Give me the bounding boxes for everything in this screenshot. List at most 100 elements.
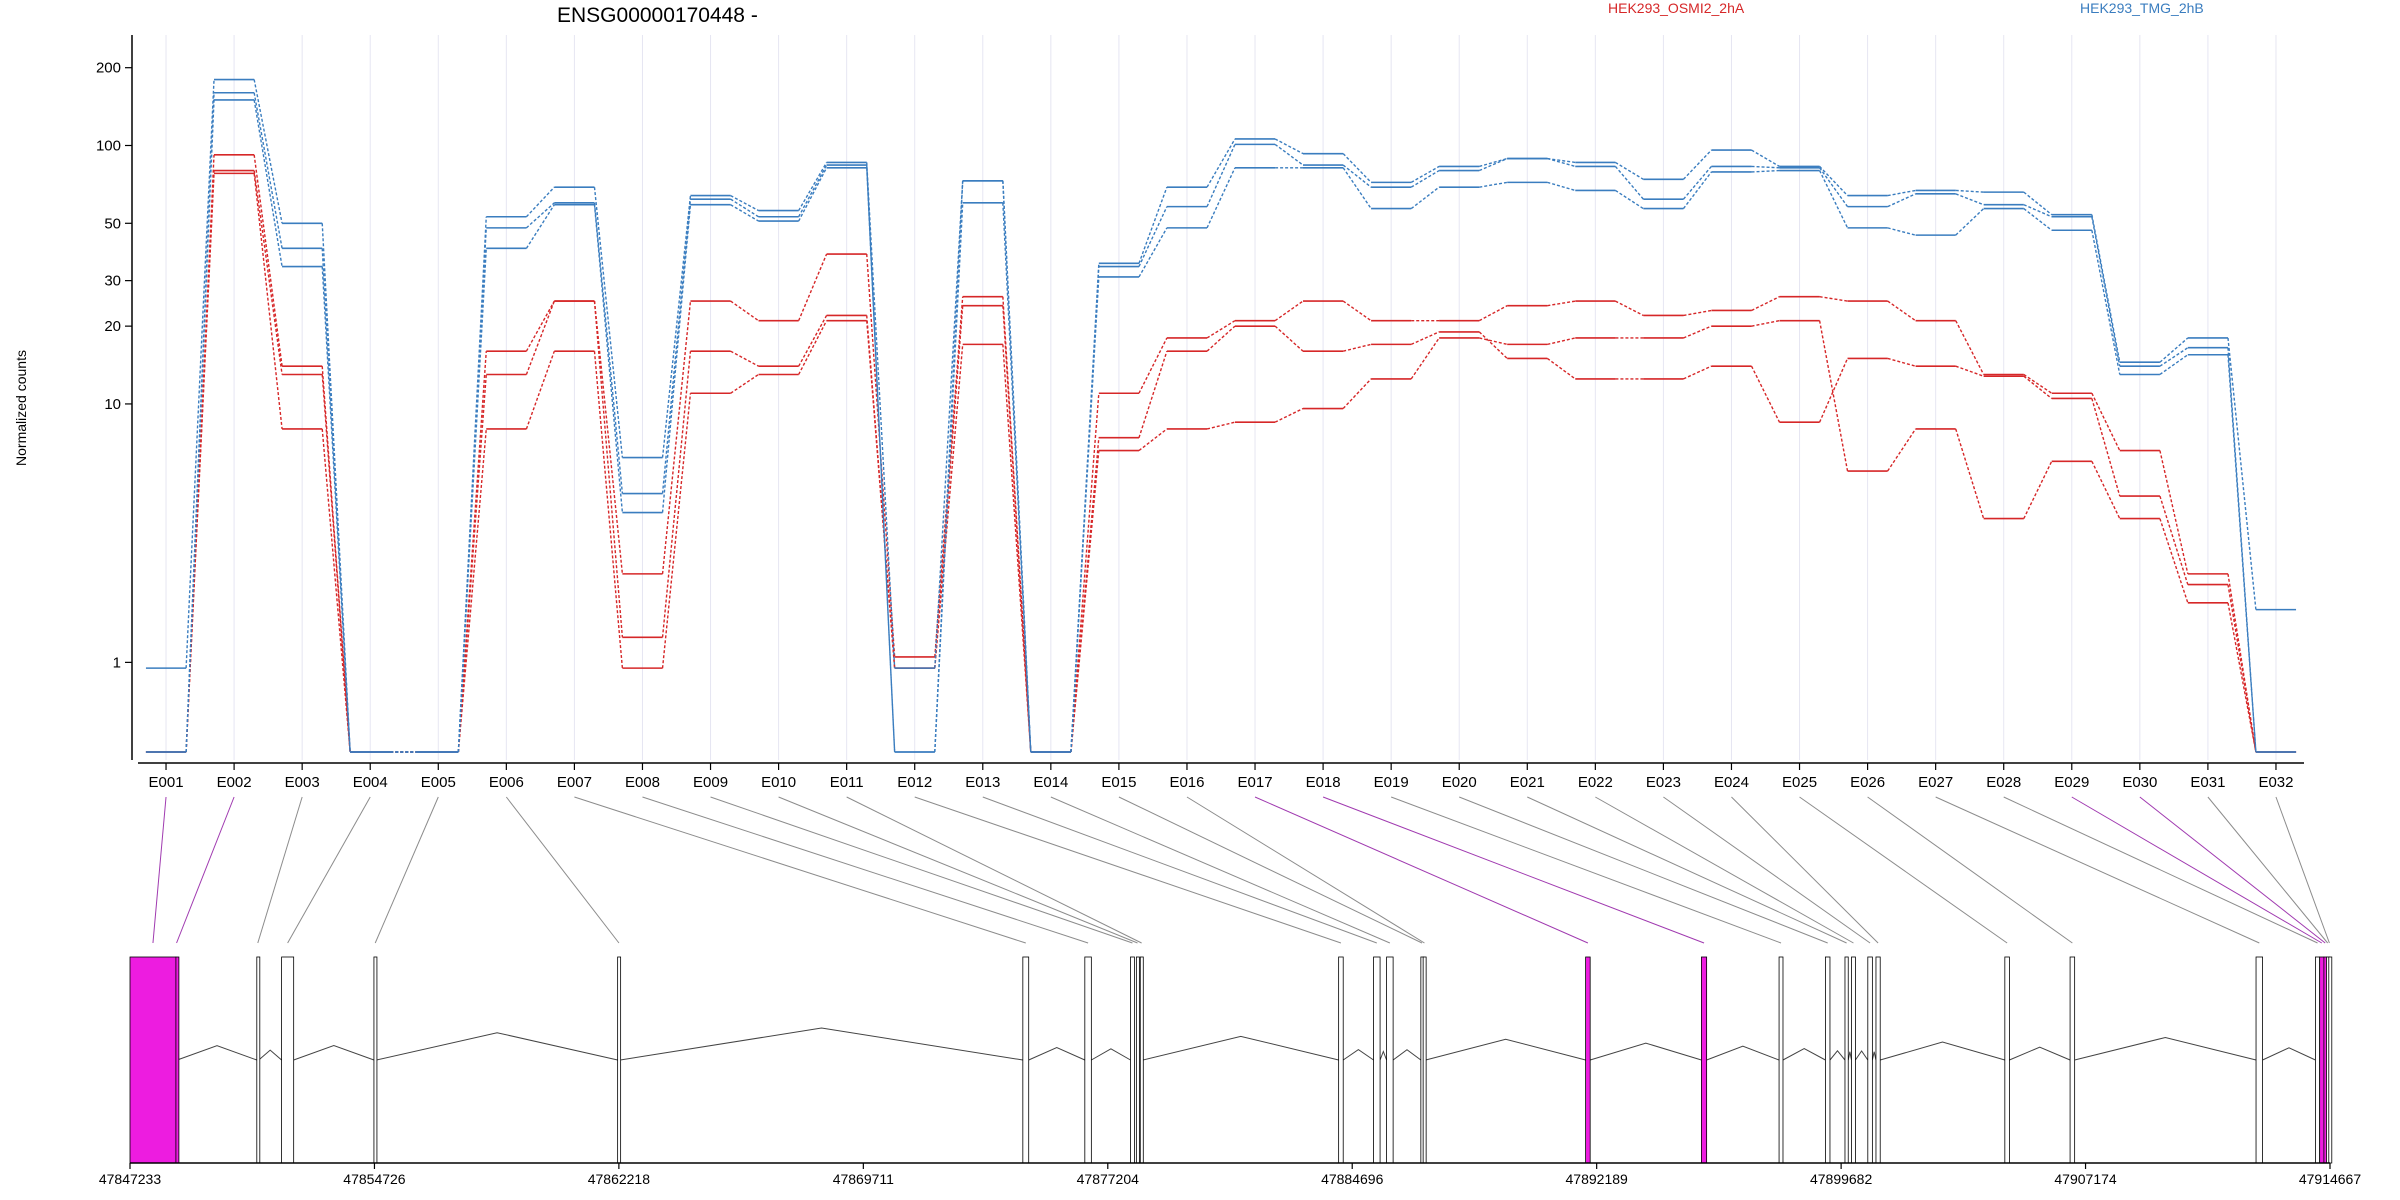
coord-label-5: 47877204: [1077, 1171, 1140, 1187]
series-2-link-E008: [661, 351, 692, 638]
intron-2: [177, 1045, 257, 1061]
series-3-link-E015: [1138, 428, 1168, 452]
series-2-link-E024: [1750, 365, 1781, 423]
series-3-link-E018: [1342, 378, 1372, 409]
exon-box-E025: [2004, 956, 2010, 1164]
series-5-link-E016: [1206, 144, 1236, 207]
connector-E029: [2071, 796, 2323, 944]
series-4-link-E011: [866, 162, 896, 669]
series-2-link-E016: [1206, 325, 1236, 352]
exon-label-E023: E023: [1646, 774, 1681, 791]
coord-label-1: 47847233: [99, 1171, 162, 1187]
series-1-link-E022: [1615, 300, 1644, 317]
series-2-link-E006: [525, 300, 555, 375]
series-1-link-E003: [321, 366, 351, 753]
series-1-link-E017: [1274, 300, 1304, 322]
connector-E030: [2139, 796, 2326, 944]
series-4-link-E017: [1274, 138, 1304, 155]
series-4-link-E010: [798, 162, 828, 211]
exon-box-E016: [1422, 956, 1427, 1164]
legend-tmg: HEK293_TMG_2hB: [2080, 0, 2204, 16]
connector-E027: [1935, 796, 2260, 944]
series-4-link-E019: [1410, 165, 1440, 183]
series-1-link-E028: [2023, 373, 2053, 394]
series-3-link-E029: [2091, 460, 2121, 519]
x-axis: E001 E002 E003 E004 E005 E006 E007 E008 E009 E010…: [138, 762, 2304, 791]
series-1-link-E030: [2159, 450, 2189, 575]
intron-17: [1590, 1042, 1702, 1061]
exon-box-E019: [1778, 956, 1784, 1164]
connector-E020: [1459, 796, 1828, 944]
exon-label-E002: E002: [217, 774, 252, 791]
y-tick-label-100: 100: [96, 137, 121, 154]
connector-E010: [778, 796, 1138, 944]
series-6-link-E029: [2091, 230, 2121, 375]
series-5-link-E007: [593, 202, 624, 494]
exon-box-E002: [175, 956, 180, 1164]
series-5-link-E018: [1342, 164, 1372, 188]
series-1-link-E015: [1138, 337, 1168, 394]
coord-label-9: 47907174: [2054, 1171, 2117, 1187]
series-6-link-E012: [934, 180, 964, 753]
exon-label-E001: E001: [149, 774, 184, 791]
series-4-link-E024: [1751, 149, 1780, 168]
exon-label-E026: E026: [1850, 774, 1885, 791]
exon-label-E025: E025: [1782, 774, 1817, 791]
exon-label-E016: E016: [1169, 774, 1204, 791]
exon-box-E028: [2315, 956, 2321, 1164]
intron-14: [1392, 1049, 1422, 1061]
exon-label-E028: E028: [1986, 774, 2021, 791]
series-1-link-E020: [1478, 305, 1508, 322]
exon-box-E017: [1585, 956, 1591, 1164]
series-4-link-E018: [1342, 153, 1372, 183]
exon-label-E022: E022: [1578, 774, 1613, 791]
exon-box-E011: [1139, 956, 1144, 1164]
series-2-link-E023: [1683, 365, 1712, 380]
series-6-link-E019: [1410, 186, 1440, 210]
coord-label-7: 47892189: [1566, 1171, 1629, 1187]
series-4-link-E027: [1955, 189, 1984, 193]
series-2-link-E019: [1410, 331, 1440, 346]
series-6-link-E003: [321, 266, 351, 753]
intron-26: [2074, 1036, 2257, 1061]
coord-label-2: 47854726: [343, 1171, 406, 1187]
intron-27: [2262, 1047, 2316, 1061]
series-3-link-E020: [1479, 337, 1508, 346]
series-1-link-E006: [525, 300, 555, 352]
series-3-link-E003: [321, 428, 351, 753]
coord-label-3: 47862218: [588, 1171, 651, 1187]
series-4-link-E009: [730, 194, 759, 212]
series-3-link-E013: [1002, 344, 1032, 753]
series-2-link-E025: [1818, 358, 1849, 423]
series-3-link-E027: [1955, 428, 1985, 519]
series-2-link-E007: [593, 301, 624, 638]
exon-connectors: [152, 796, 2330, 944]
intron-21: [1847, 1051, 1852, 1061]
genomic-coordinate-axis: 47847233 47854726 47862218 47869711 47877204…: [99, 1162, 2361, 1187]
series-2-link-E003: [321, 374, 351, 753]
exon-box-E005: [373, 956, 378, 1164]
series-5-link-E029: [2091, 216, 2121, 367]
series-1-link-E024: [1751, 296, 1780, 312]
series-5-link-E028: [2023, 204, 2052, 218]
connector-E004: [287, 796, 371, 944]
series-5-link-E027: [1955, 193, 1984, 206]
series-6-link-E024: [1751, 169, 1780, 173]
series-6-link-E016: [1206, 167, 1236, 229]
series-5-link-E009: [730, 198, 759, 218]
y-tick-label-50: 50: [104, 215, 121, 232]
series-6-link-E002: [253, 99, 283, 267]
connector-E007: [574, 796, 1026, 944]
connector-E005: [374, 796, 439, 944]
series-4-link-E016: [1206, 138, 1236, 188]
series-5-link-E022: [1614, 165, 1644, 200]
gene-model: [129, 956, 2333, 1164]
exon-label-E030: E030: [2122, 774, 2157, 791]
series-6-link-E030: [2159, 354, 2189, 376]
series-lines: [145, 78, 2297, 753]
series-6-link-E010: [798, 167, 828, 222]
series-4-link-E001: [185, 79, 215, 669]
exon-label-E018: E018: [1306, 774, 1341, 791]
series-6-link-E021: [1547, 181, 1576, 192]
intron-13: [1379, 1050, 1388, 1061]
